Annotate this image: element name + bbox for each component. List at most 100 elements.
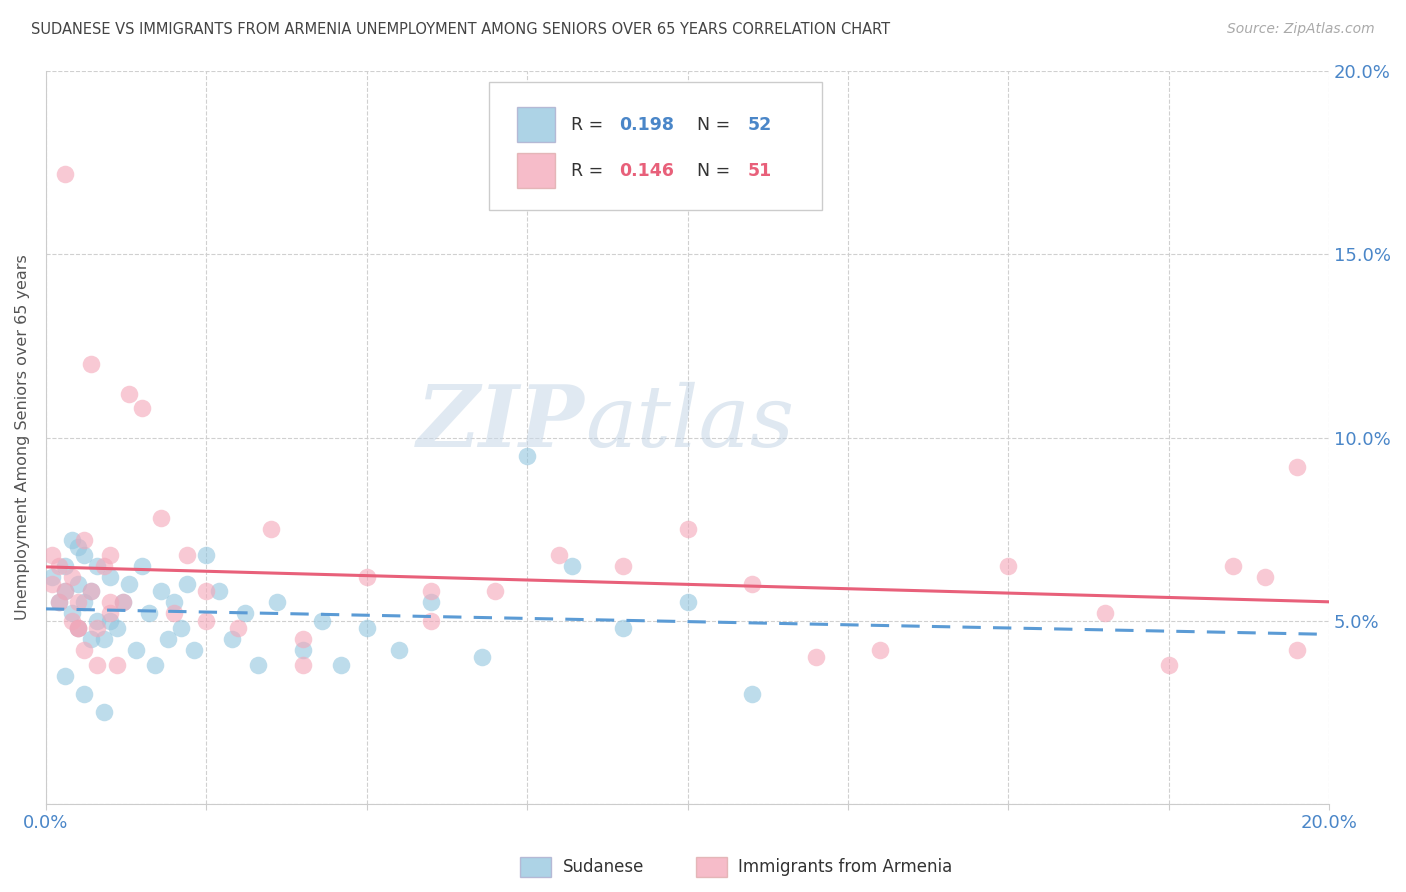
- Point: [86, 621, 108, 635]
- Point: [93, 706, 115, 720]
- Point: [98, 570, 121, 584]
- Point: [176, 548, 198, 562]
- Point: [86, 614, 108, 628]
- Point: [804, 650, 827, 665]
- Point: [67, 595, 90, 609]
- Point: [176, 577, 198, 591]
- Point: [1222, 558, 1244, 573]
- Point: [291, 632, 314, 646]
- Point: [73, 643, 96, 657]
- Point: [221, 632, 243, 646]
- FancyBboxPatch shape: [517, 107, 555, 142]
- Text: 52: 52: [748, 116, 772, 134]
- Text: SUDANESE VS IMMIGRANTS FROM ARMENIA UNEMPLOYMENT AMONG SENIORS OVER 65 YEARS COR: SUDANESE VS IMMIGRANTS FROM ARMENIA UNEM…: [31, 22, 890, 37]
- Point: [419, 614, 441, 628]
- Point: [86, 657, 108, 672]
- Text: ZIP: ZIP: [418, 381, 585, 465]
- Point: [1254, 570, 1277, 584]
- Point: [93, 558, 115, 573]
- Point: [356, 570, 378, 584]
- Text: R =: R =: [571, 116, 609, 134]
- Point: [195, 548, 218, 562]
- Point: [163, 595, 186, 609]
- Point: [60, 607, 83, 621]
- Point: [997, 558, 1019, 573]
- Y-axis label: Unemployment Among Seniors over 65 years: Unemployment Among Seniors over 65 years: [15, 254, 30, 621]
- Point: [73, 687, 96, 701]
- Point: [53, 669, 76, 683]
- Point: [233, 607, 256, 621]
- Point: [1286, 643, 1309, 657]
- Point: [741, 687, 763, 701]
- Point: [80, 584, 103, 599]
- Point: [195, 584, 218, 599]
- Point: [311, 614, 333, 628]
- Point: [48, 595, 70, 609]
- Point: [111, 595, 134, 609]
- Point: [183, 643, 205, 657]
- Point: [53, 584, 76, 599]
- Text: 0.198: 0.198: [620, 116, 675, 134]
- Text: Immigrants from Armenia: Immigrants from Armenia: [738, 858, 952, 876]
- FancyBboxPatch shape: [489, 82, 823, 211]
- Point: [53, 558, 76, 573]
- Point: [131, 558, 153, 573]
- Point: [170, 621, 193, 635]
- Point: [67, 577, 90, 591]
- Point: [388, 643, 411, 657]
- Point: [246, 657, 269, 672]
- Point: [1157, 657, 1180, 672]
- Point: [80, 357, 103, 371]
- Point: [73, 595, 96, 609]
- Point: [60, 533, 83, 548]
- Point: [1286, 459, 1309, 474]
- Text: Sudanese: Sudanese: [562, 858, 644, 876]
- Point: [80, 584, 103, 599]
- Point: [41, 570, 63, 584]
- Point: [228, 621, 250, 635]
- Point: [741, 577, 763, 591]
- Text: Source: ZipAtlas.com: Source: ZipAtlas.com: [1227, 22, 1375, 37]
- Point: [98, 614, 121, 628]
- Point: [67, 621, 90, 635]
- Point: [105, 621, 128, 635]
- Point: [118, 386, 141, 401]
- Point: [138, 607, 160, 621]
- Point: [41, 548, 63, 562]
- Point: [1094, 607, 1116, 621]
- Point: [118, 577, 141, 591]
- Point: [73, 533, 96, 548]
- Point: [143, 657, 166, 672]
- Point: [516, 449, 538, 463]
- Point: [86, 558, 108, 573]
- Point: [195, 614, 218, 628]
- Text: 0.146: 0.146: [620, 161, 675, 179]
- Point: [419, 595, 441, 609]
- Point: [356, 621, 378, 635]
- Point: [484, 584, 506, 599]
- Point: [676, 522, 699, 536]
- Point: [471, 650, 494, 665]
- Text: R =: R =: [571, 161, 609, 179]
- FancyBboxPatch shape: [517, 153, 555, 188]
- Point: [150, 584, 173, 599]
- Point: [48, 558, 70, 573]
- Point: [60, 614, 83, 628]
- Point: [67, 621, 90, 635]
- Point: [111, 595, 134, 609]
- Point: [259, 522, 281, 536]
- Point: [93, 632, 115, 646]
- Point: [105, 657, 128, 672]
- Point: [53, 167, 76, 181]
- Point: [208, 584, 231, 599]
- Point: [125, 643, 148, 657]
- Point: [548, 548, 571, 562]
- Point: [98, 548, 121, 562]
- Point: [80, 632, 103, 646]
- Point: [291, 643, 314, 657]
- Point: [98, 595, 121, 609]
- Text: N =: N =: [686, 161, 735, 179]
- Point: [131, 401, 153, 416]
- Point: [41, 577, 63, 591]
- Text: atlas: atlas: [585, 382, 794, 464]
